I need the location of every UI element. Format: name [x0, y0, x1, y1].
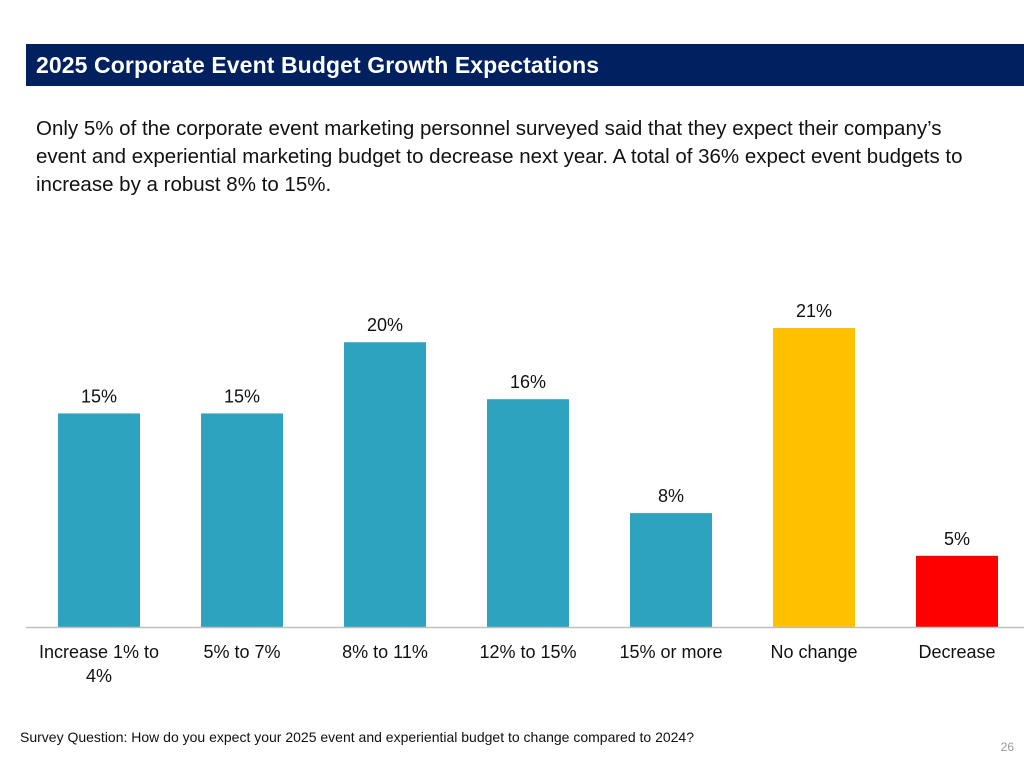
category-label-1-line-2: 4%	[86, 666, 112, 686]
slide-body-text: Only 5% of the corporate event marketing…	[36, 117, 963, 196]
bar-7	[916, 555, 998, 627]
category-label-1-line-1: Increase 1% to	[39, 642, 159, 662]
slide-title: 2025 Corporate Event Budget Growth Expec…	[36, 51, 600, 78]
bar-1	[58, 413, 140, 627]
category-label-7: Decrease	[918, 642, 995, 662]
category-label-6: No change	[770, 642, 857, 662]
page-number: 26	[1000, 740, 1014, 754]
bar-6	[773, 328, 855, 627]
data-label-5: 8%	[658, 486, 684, 506]
data-label-3: 20%	[367, 315, 403, 335]
data-label-2: 15%	[224, 386, 260, 406]
slide-title-bar: 2025 Corporate Event Budget Growth Expec…	[26, 44, 1024, 86]
bar-4	[487, 399, 569, 627]
bar-chart: 15% Increase 1% to 4% 15% 5% to 7% 20% 8% to 1…	[26, 301, 1024, 686]
data-label-7: 5%	[944, 529, 970, 549]
bar-2	[201, 413, 283, 627]
bar-5	[630, 513, 712, 627]
category-label-2: 5% to 7%	[203, 642, 280, 662]
data-label-1: 15%	[81, 386, 117, 406]
survey-question-footnote: Survey Question: How do you expect your …	[20, 729, 695, 745]
bar-3	[344, 342, 426, 627]
category-label-3: 8% to 11%	[342, 642, 428, 662]
data-label-4: 16%	[510, 372, 546, 392]
data-label-6: 21%	[796, 301, 832, 321]
category-label-5: 15% or more	[619, 642, 722, 662]
category-label-4: 12% to 15%	[479, 642, 576, 662]
